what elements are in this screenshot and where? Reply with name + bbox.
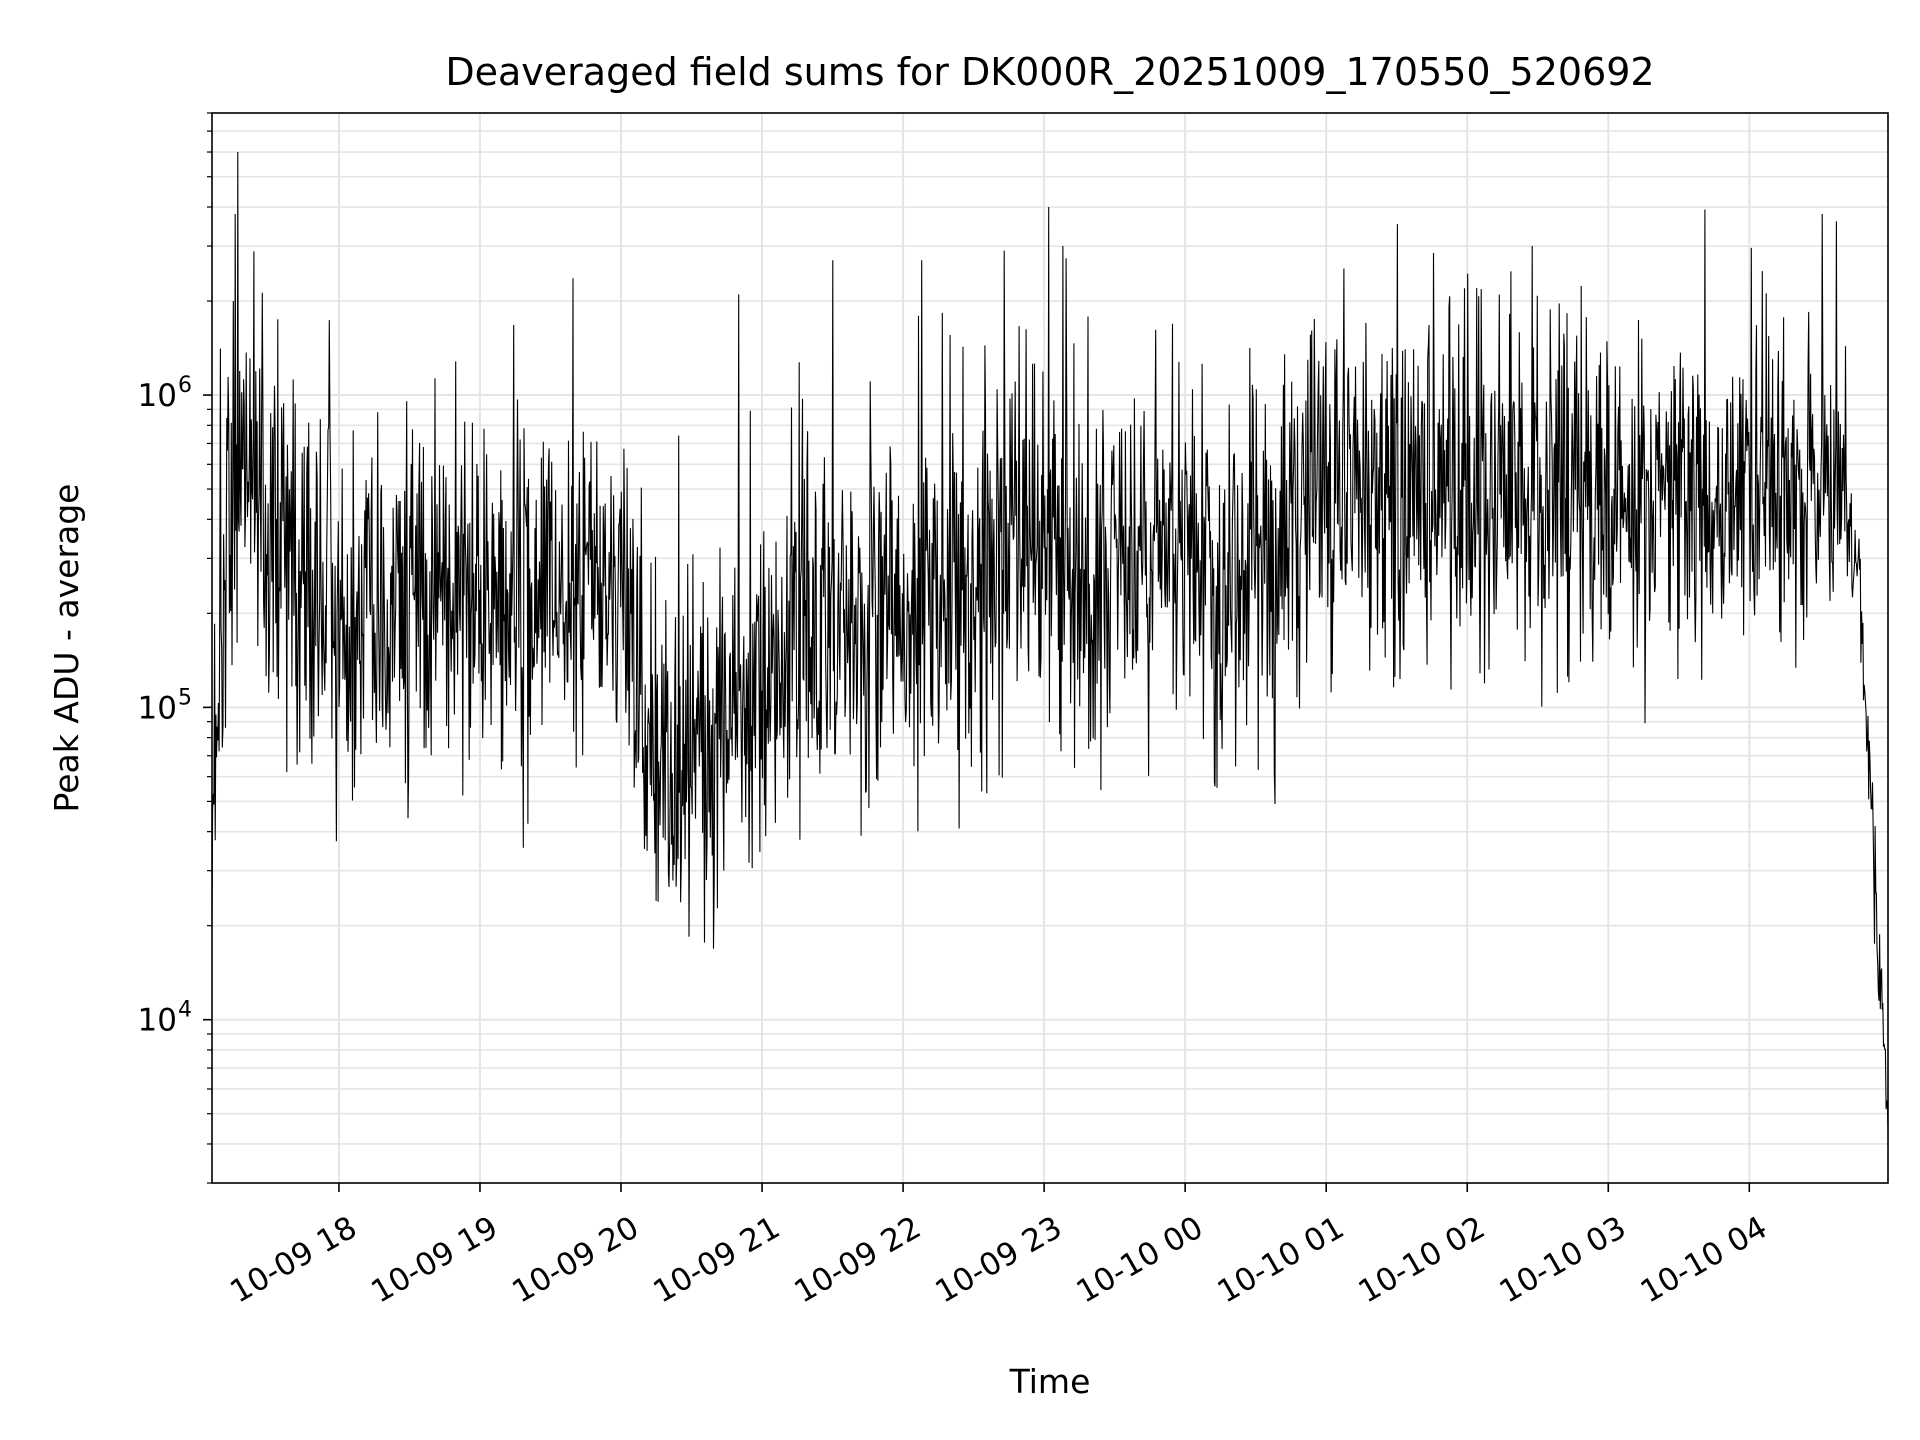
y-tick-label: 105 <box>138 685 192 726</box>
chart-title: Deaveraged field sums for DK000R_2025100… <box>445 50 1654 94</box>
y-tick-label: 104 <box>138 998 192 1039</box>
series-layer <box>211 151 1889 1129</box>
axes-frame <box>211 112 1889 1184</box>
series-line <box>211 151 1889 1129</box>
y-axis-label: Peak ADU - average <box>47 484 86 813</box>
y-tick-label: 106 <box>138 373 192 414</box>
x-axis-label: Time <box>1009 1362 1091 1401</box>
